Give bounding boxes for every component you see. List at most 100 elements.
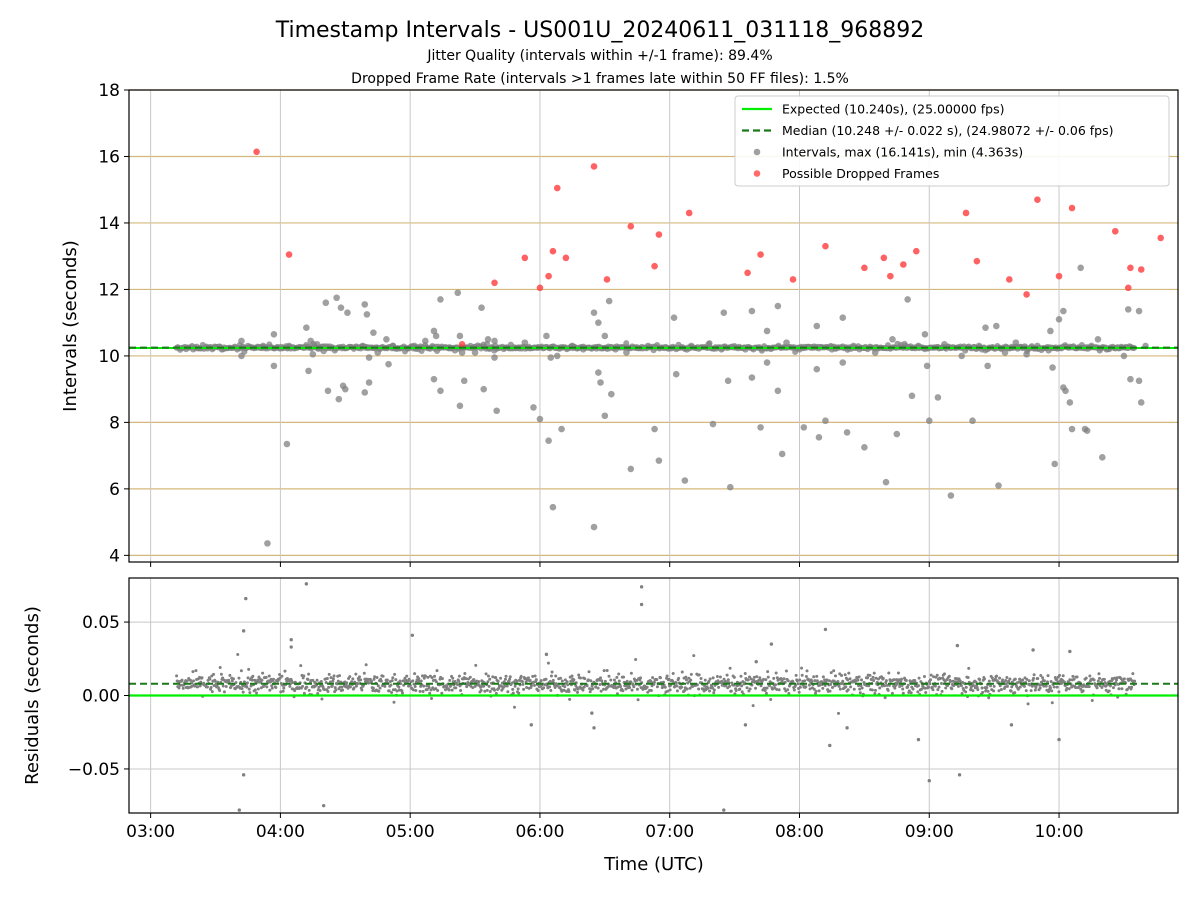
residual-point bbox=[494, 676, 498, 680]
residual-point bbox=[228, 673, 232, 677]
interval-point bbox=[720, 309, 728, 317]
interval-point bbox=[815, 434, 823, 441]
residuals-y-tick-label: 0.00 bbox=[82, 687, 120, 707]
interval-point bbox=[385, 360, 392, 368]
residual-point bbox=[525, 686, 529, 690]
residual-point bbox=[408, 684, 412, 688]
residual-point bbox=[1044, 684, 1048, 688]
residual-point bbox=[849, 685, 853, 689]
residual-point bbox=[477, 680, 481, 684]
interval-point bbox=[923, 362, 931, 370]
residual-point bbox=[484, 672, 488, 676]
residual-point bbox=[677, 676, 681, 680]
residual-point bbox=[675, 689, 679, 693]
residual-point bbox=[336, 679, 340, 683]
residual-point bbox=[956, 684, 960, 688]
residual-point bbox=[841, 679, 845, 683]
residual-point bbox=[271, 677, 275, 681]
residual-point bbox=[986, 689, 990, 693]
residual-point bbox=[332, 674, 336, 678]
residual-point bbox=[383, 684, 387, 688]
residual-point bbox=[818, 683, 822, 687]
intervals-plot-frame bbox=[128, 89, 1179, 563]
interval-point bbox=[995, 482, 1002, 489]
residual-point bbox=[354, 684, 358, 688]
residual-point bbox=[499, 684, 503, 688]
residual-point bbox=[1026, 702, 1030, 706]
interval-point bbox=[335, 395, 343, 403]
dropped-frame-point bbox=[822, 242, 829, 250]
residual-point bbox=[928, 682, 932, 686]
residual-point bbox=[874, 676, 878, 680]
residual-point bbox=[483, 689, 487, 693]
residual-point bbox=[177, 686, 181, 690]
residual-point bbox=[563, 685, 567, 689]
interval-point bbox=[303, 324, 310, 331]
residual-point bbox=[892, 678, 896, 682]
residual-point bbox=[434, 680, 438, 684]
interval-point bbox=[238, 337, 245, 345]
residual-point bbox=[1049, 679, 1053, 683]
residual-point bbox=[327, 672, 331, 676]
residual-point bbox=[175, 674, 179, 678]
residual-point bbox=[357, 675, 361, 679]
residual-point bbox=[821, 675, 825, 679]
residual-point bbox=[1108, 684, 1112, 688]
residual-point bbox=[683, 688, 687, 692]
interval-point bbox=[238, 352, 245, 360]
residual-point bbox=[706, 686, 710, 690]
residual-point bbox=[532, 683, 536, 687]
residual-point bbox=[582, 685, 586, 689]
residual-point bbox=[981, 690, 985, 694]
interval-point bbox=[383, 335, 390, 343]
residual-point bbox=[786, 679, 790, 683]
residual-point bbox=[632, 685, 636, 689]
residual-point bbox=[787, 692, 791, 696]
residual-point bbox=[587, 670, 591, 674]
residual-point bbox=[588, 690, 592, 694]
interval-point bbox=[1120, 352, 1128, 360]
interval-point bbox=[595, 369, 602, 376]
residual-point bbox=[350, 680, 354, 684]
residual-point bbox=[1115, 676, 1119, 680]
residual-point bbox=[929, 673, 933, 677]
residual-point bbox=[1050, 689, 1054, 693]
residual-point bbox=[255, 691, 259, 695]
interval-point bbox=[925, 417, 933, 425]
residual-point bbox=[940, 689, 944, 693]
residual-point bbox=[407, 677, 411, 681]
intervals-y-tick-label: 10 bbox=[98, 347, 120, 367]
residual-point bbox=[858, 691, 862, 695]
interval-point bbox=[341, 385, 349, 393]
residual-point bbox=[463, 672, 467, 676]
residual-point bbox=[504, 674, 508, 678]
residual-point bbox=[209, 685, 213, 689]
dropped-frame-point bbox=[962, 209, 970, 217]
residual-point bbox=[872, 678, 876, 682]
residual-point bbox=[717, 685, 721, 689]
residual-point bbox=[780, 679, 784, 683]
legend-marker-swatch bbox=[753, 148, 761, 156]
residual-point bbox=[376, 684, 380, 688]
residual-point bbox=[423, 674, 427, 678]
interval-point bbox=[365, 379, 373, 386]
interval-point bbox=[270, 331, 278, 338]
residual-point bbox=[320, 697, 324, 701]
residual-point bbox=[943, 679, 947, 683]
residual-point bbox=[274, 686, 278, 690]
residual-point bbox=[895, 678, 899, 682]
residual-point bbox=[576, 687, 580, 691]
residual-point bbox=[544, 677, 548, 681]
interval-point bbox=[893, 430, 901, 438]
residual-point bbox=[181, 686, 185, 690]
residual-point bbox=[1016, 687, 1020, 691]
residual-point bbox=[870, 688, 874, 692]
residual-point bbox=[827, 679, 831, 683]
residual-point bbox=[180, 678, 184, 682]
residual-point bbox=[522, 687, 526, 691]
residual-point bbox=[456, 683, 460, 687]
residual-point bbox=[421, 690, 425, 694]
residual-point bbox=[511, 687, 515, 691]
dropped-frame-point bbox=[1137, 266, 1145, 273]
residual-point bbox=[847, 671, 851, 675]
